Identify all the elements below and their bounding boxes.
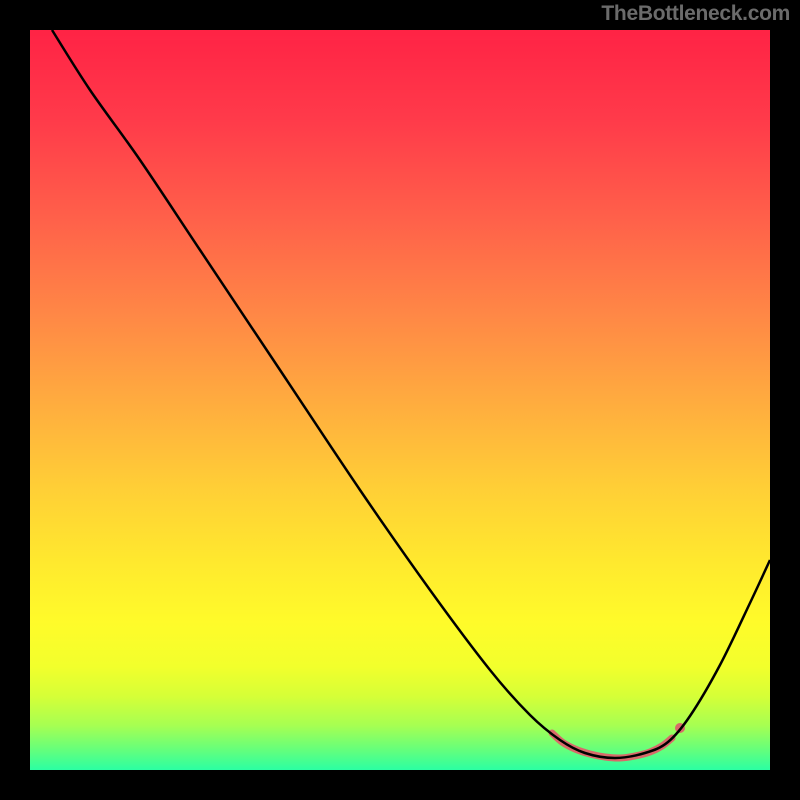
bottleneck-chart	[0, 0, 800, 800]
chart-container: TheBottleneck.com	[0, 0, 800, 800]
watermark-text: TheBottleneck.com	[601, 2, 790, 26]
plot-background	[30, 30, 770, 770]
